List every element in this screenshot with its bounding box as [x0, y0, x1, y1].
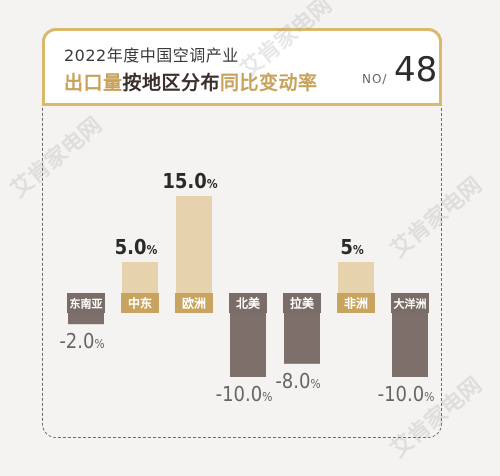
value-label-3: -10.0% — [216, 382, 273, 406]
value-unit-4: % — [310, 377, 320, 391]
category-label-4: 拉美 — [290, 296, 315, 311]
category-label-bg-4 — [283, 293, 321, 313]
bar-5 — [338, 262, 374, 295]
issue-number-label: NO/ — [362, 72, 388, 86]
category-label-2: 欧洲 — [182, 296, 206, 311]
value-unit-3: % — [262, 390, 272, 404]
title-part-region: 按地区分布 — [122, 72, 221, 94]
value-label-1: 5.0% — [115, 235, 158, 259]
bar-4 — [284, 311, 320, 364]
bar-6 — [392, 311, 428, 377]
value-label-2: 15.0% — [162, 169, 217, 193]
title-part-yoy: 同比变动率 — [220, 72, 318, 94]
bar-0 — [68, 311, 104, 325]
value-label-0: -2.0% — [59, 329, 104, 353]
category-label-bg-3 — [229, 293, 267, 313]
category-label-5: 非洲 — [344, 296, 368, 311]
category-label-0: 东南亚 — [70, 297, 103, 311]
category-label-1: 中东 — [128, 296, 152, 311]
value-unit-6: % — [424, 390, 434, 404]
title-part-export: 出口量 — [64, 72, 123, 94]
issue-number: 48 — [394, 50, 438, 90]
category-label-bg-2 — [175, 293, 213, 313]
value-label-6: -10.0% — [378, 382, 435, 406]
bar-3 — [230, 311, 266, 377]
category-label-bg-6 — [391, 293, 429, 313]
value-unit-0: % — [94, 337, 104, 351]
category-label-bg-5 — [337, 293, 375, 313]
title-line-2: 出口量按地区分布同比变动率 — [64, 68, 318, 95]
value-unit-5: % — [353, 243, 364, 257]
value-unit-1: % — [147, 243, 158, 257]
header-underline — [42, 103, 442, 106]
category-label-6: 大洋洲 — [394, 297, 427, 311]
header-panel — [42, 28, 442, 106]
category-label-bg-1 — [121, 293, 159, 313]
bar-2 — [176, 196, 212, 295]
title-line-1: 2022年度中国空调产业 — [64, 46, 239, 65]
bar-1 — [122, 262, 158, 295]
value-unit-2: % — [207, 177, 218, 191]
category-label-3: 北美 — [236, 296, 261, 311]
value-label-4: -8.0% — [275, 369, 320, 393]
value-label-5: 5% — [340, 235, 364, 259]
category-label-bg-0 — [67, 293, 105, 313]
